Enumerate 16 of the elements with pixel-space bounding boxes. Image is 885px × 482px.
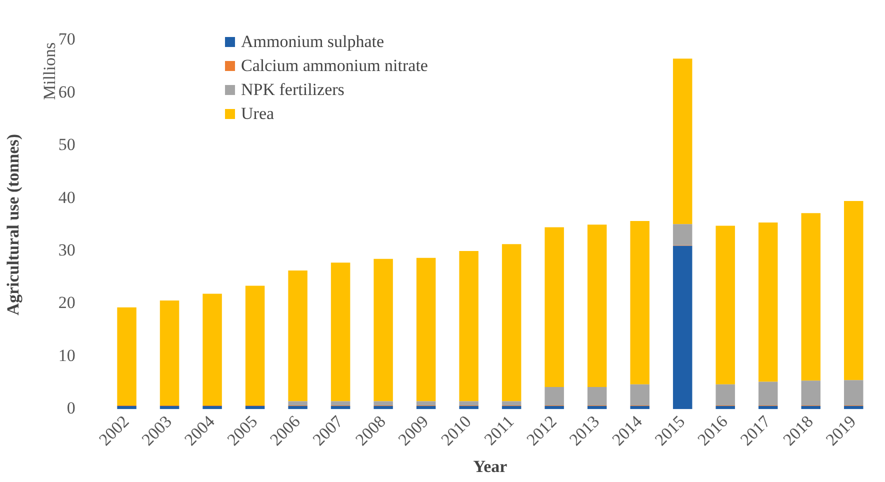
x-tick-label: 2011 [480,412,518,449]
y-tick-label: 60 [58,82,76,102]
y-tick-label: 0 [66,398,76,418]
text: Millions [40,42,59,100]
legend-label: NPK fertilizers [240,79,346,101]
y-tick-label: 10 [58,346,76,365]
legend-label: Urea [240,103,276,125]
y-tick-label: 50 [58,135,76,154]
y-tick-label: 40 [58,188,76,207]
x-axis-title: Year [473,457,508,476]
y-axis-title: Agricultural use (tonnes) [4,134,23,316]
y-tick-label: 70 [58,30,76,49]
legend-label: Ammonium sulphate [240,31,386,53]
y-tick-label: 20 [58,293,76,312]
legend-label: Calcium ammonium nitrate [240,55,428,77]
y-tick-label: 30 [58,240,76,260]
